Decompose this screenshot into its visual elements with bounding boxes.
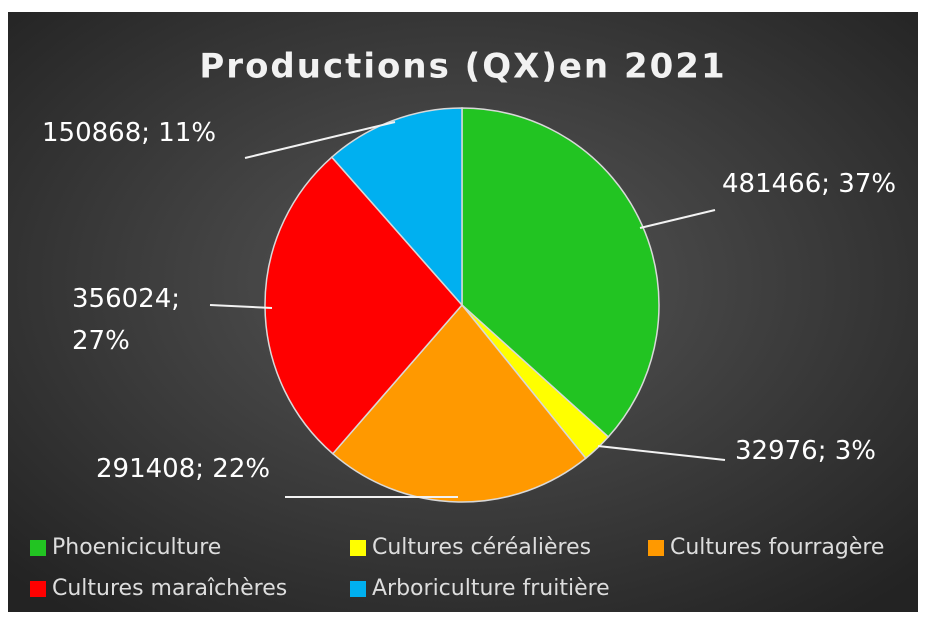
data-label: 481466; 37% [722, 169, 897, 199]
legend-label: Cultures maraîchères [52, 576, 288, 601]
legend-swatch [30, 580, 46, 597]
pie-slice [330, 107, 463, 307]
leader-line [597, 445, 726, 461]
chart-title: Productions (QX)en 2021 [199, 47, 726, 87]
leader-line [244, 121, 396, 159]
pie-slice [461, 107, 660, 438]
data-label: 150868; 11% [42, 118, 217, 148]
legend-label: Cultures fourragère [670, 535, 885, 560]
legend-swatch [350, 539, 366, 556]
leader-line [639, 209, 716, 229]
legend-swatch [350, 580, 366, 597]
legend-item: Cultures céréalières [350, 535, 591, 560]
legend-item: Arboriculture fruitière [350, 576, 610, 601]
legend-label: Phoeniciculture [52, 535, 222, 560]
pie-slice [331, 303, 587, 503]
leader-line [209, 304, 273, 309]
pie-slice [264, 156, 463, 455]
data-label: 32976; 3% [735, 436, 876, 466]
legend-label: Arboriculture fruitière [372, 576, 610, 601]
legend-item: Cultures fourragère [648, 535, 884, 560]
legend-item: Phoeniciculture [30, 535, 221, 560]
legend-swatch [648, 539, 664, 556]
legend-item: Cultures maraîchères [30, 576, 287, 601]
legend-swatch [30, 539, 46, 556]
legend-label: Cultures céréalières [372, 535, 592, 560]
data-label: 291408; 22% [96, 454, 271, 484]
data-label: 356024; 27% [72, 284, 181, 356]
